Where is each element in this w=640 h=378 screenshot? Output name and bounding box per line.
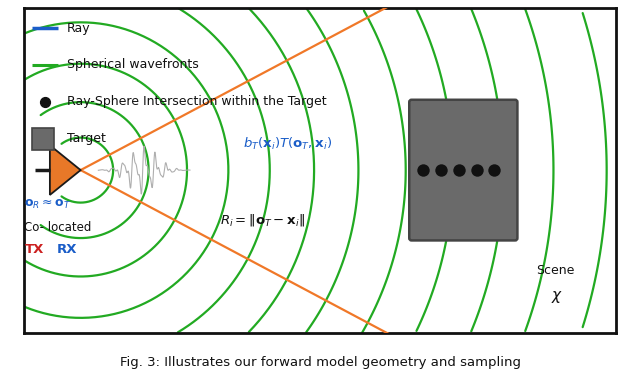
Text: Target: Target bbox=[67, 132, 106, 145]
Text: $\chi$: $\chi$ bbox=[550, 289, 563, 305]
Text: Spherical wavefronts: Spherical wavefronts bbox=[67, 58, 199, 71]
Point bbox=[489, 167, 499, 173]
FancyBboxPatch shape bbox=[31, 127, 54, 150]
Text: Scene: Scene bbox=[536, 263, 574, 277]
Text: TX: TX bbox=[24, 243, 44, 256]
Text: $R_i = \|\mathbf{o}_T - \mathbf{x}_i\|$: $R_i = \|\mathbf{o}_T - \mathbf{x}_i\|$ bbox=[220, 212, 305, 228]
Point bbox=[436, 167, 446, 173]
Polygon shape bbox=[50, 145, 81, 195]
Text: Ray: Ray bbox=[67, 22, 91, 35]
Text: $b_T(\mathbf{x}_i)T(\mathbf{o}_T, \mathbf{x}_i)$: $b_T(\mathbf{x}_i)T(\mathbf{o}_T, \mathb… bbox=[243, 136, 332, 152]
Text: Fig. 3: Illustrates our forward model geometry and sampling: Fig. 3: Illustrates our forward model ge… bbox=[120, 356, 520, 369]
Text: Co- located: Co- located bbox=[24, 221, 92, 234]
FancyBboxPatch shape bbox=[409, 100, 517, 240]
Point bbox=[40, 99, 50, 105]
Text: Ray-Sphere Intersection within the Target: Ray-Sphere Intersection within the Targe… bbox=[67, 95, 326, 108]
Text: RX: RX bbox=[57, 243, 77, 256]
Point bbox=[454, 167, 464, 173]
Point bbox=[472, 167, 482, 173]
Point bbox=[419, 167, 429, 173]
Text: $\mathbf{o}_R \approx \mathbf{o}_T$: $\mathbf{o}_R \approx \mathbf{o}_T$ bbox=[24, 198, 72, 211]
